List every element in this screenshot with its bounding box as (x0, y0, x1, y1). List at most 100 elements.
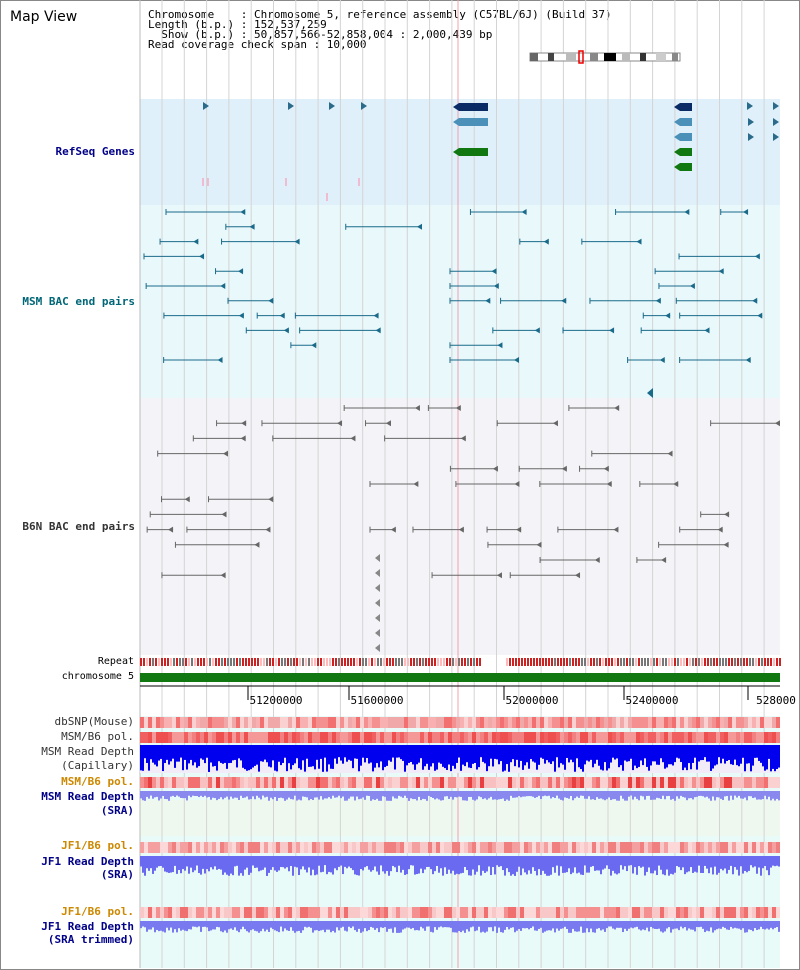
msm-bac-track[interactable] (143, 209, 763, 398)
heat-cell (324, 907, 328, 918)
depth-bar (598, 745, 600, 766)
depth-bar (270, 791, 272, 798)
heat-cell (660, 777, 664, 788)
depth-bar (324, 921, 326, 933)
depth-bar (518, 921, 520, 930)
depth-bar (166, 745, 168, 760)
depth-bar (662, 921, 664, 933)
depth-bar (172, 856, 174, 873)
heat-cell (304, 842, 308, 853)
depth-bar (222, 921, 224, 933)
heat-cell (588, 732, 592, 743)
depth-bar (376, 856, 378, 872)
depth-bar (674, 791, 676, 801)
bac-end-arrow (311, 342, 317, 349)
repeat-element (263, 658, 265, 666)
bac-end-arrow (283, 327, 289, 334)
heat-cell (756, 907, 760, 918)
heat-cell (648, 732, 652, 743)
heat-cell (280, 842, 284, 853)
depth-bar (490, 921, 492, 928)
track-label-b6n-bac[interactable]: B6N BAC end pairs (22, 520, 135, 533)
depth-bar (246, 745, 248, 771)
depth-bar (548, 921, 550, 931)
depth-bar (722, 856, 724, 871)
track-label-msm-read-depth-sra: MSM Read Depth (41, 790, 134, 803)
heat-cell (640, 842, 644, 853)
b6n-bac-track[interactable] (146, 405, 780, 652)
heat-cell (452, 842, 456, 853)
depth-bar (682, 921, 684, 929)
depth-bar (696, 856, 698, 873)
depth-bar (312, 921, 314, 933)
depth-bar (284, 791, 286, 801)
depth-bar (424, 856, 426, 870)
repeat-element (413, 658, 415, 666)
heat-cell (672, 907, 676, 918)
depth-bar (610, 745, 612, 763)
repeat-element (719, 658, 721, 666)
track-label-refseq[interactable]: RefSeq Genes (55, 145, 135, 158)
refseq-genes-track[interactable] (202, 102, 779, 201)
heat-cell (556, 842, 560, 853)
bac-end-arrow (659, 357, 665, 363)
gene-arrow (453, 118, 459, 126)
depth-bar (678, 856, 680, 868)
heat-cell (268, 907, 272, 918)
heat-cell (528, 907, 532, 918)
depth-bar (238, 921, 240, 933)
depth-bar (638, 856, 640, 867)
depth-bar (726, 856, 728, 874)
depth-bar (330, 791, 332, 799)
depth-bar (742, 791, 744, 799)
repeat-element (668, 658, 670, 666)
repeat-element (224, 658, 226, 666)
heat-cell (560, 777, 564, 788)
heat-cell (644, 732, 648, 743)
heat-cell (460, 842, 464, 853)
ideogram-band (548, 53, 554, 61)
heat-cell (628, 777, 632, 788)
bac-end-arrow (689, 283, 695, 289)
repeat-element (536, 658, 538, 666)
depth-bar (750, 921, 752, 930)
heat-cell (200, 777, 204, 788)
depth-bar (282, 856, 284, 868)
depth-bar (154, 856, 156, 871)
heat-cell (652, 777, 656, 788)
heat-cell (236, 842, 240, 853)
heat-cell (592, 777, 596, 788)
depth-bar (470, 745, 472, 769)
depth-bar (324, 791, 326, 799)
chromosome-ideogram[interactable] (529, 50, 681, 64)
heat-cell (648, 717, 652, 728)
repeat-track[interactable] (140, 658, 781, 666)
depth-bar (394, 791, 396, 799)
heat-cell (504, 717, 508, 728)
depth-bar (210, 745, 212, 763)
heat-cell (540, 732, 544, 743)
depth-bar (700, 745, 702, 761)
heat-cell (160, 907, 164, 918)
depth-bar (486, 856, 488, 872)
depth-bar (728, 745, 730, 761)
track-label-msm-bac[interactable]: MSM BAC end pairs (22, 295, 135, 308)
depth-bar (676, 856, 678, 867)
heat-cell (692, 732, 696, 743)
depth-bar (704, 856, 706, 866)
depth-bar (508, 921, 510, 930)
depth-bar (216, 856, 218, 870)
depth-bar (706, 745, 708, 762)
heat-cell (548, 732, 552, 743)
depth-bar (518, 856, 520, 867)
depth-bar (366, 745, 368, 759)
depth-bar (394, 745, 396, 770)
depth-bar (604, 791, 606, 801)
depth-bar (764, 745, 766, 771)
heat-cell (676, 717, 680, 728)
depth-bar (524, 921, 526, 929)
depth-bar (692, 856, 694, 873)
repeat-element (446, 658, 448, 666)
depth-bar (504, 856, 506, 876)
